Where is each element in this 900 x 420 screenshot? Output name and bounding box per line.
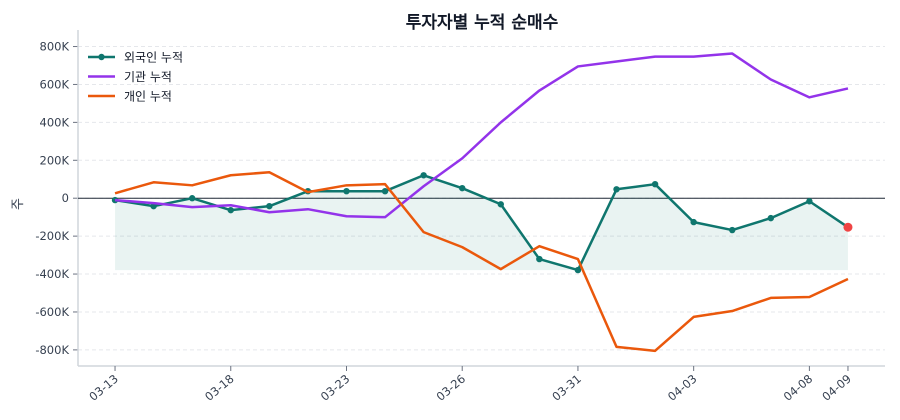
data-point [729,226,736,234]
x-tick-label: 04-09 [819,372,854,404]
data-point [188,195,196,202]
y-tick-label: -600K [35,305,69,319]
y-tick-label: -400K [35,267,69,281]
legend-marker [98,53,105,61]
data-point [420,172,427,179]
chart-title: 투자자별 누적 순매수 [406,13,559,33]
y-axis-label: 주 [11,198,26,210]
x-tick-label: 03-18 [202,372,237,404]
y-tick-label: -800K [35,343,69,357]
x-tick-label: 03-13 [86,372,121,404]
x-tick-label: 04-03 [665,372,700,404]
data-point [690,218,697,226]
data-point [806,198,813,205]
y-tick-label: 0 [62,191,69,205]
y-tick-label: 400K [40,115,70,129]
y-tick-label: 600K [40,77,70,91]
data-point [536,255,543,263]
x-tick-label: 03-31 [549,372,584,404]
series-line-1 [114,52,849,219]
x-tick-label: 03-26 [434,372,469,404]
series-line-0 [114,174,849,272]
legend-label: 기관 누적 [124,70,172,84]
x-tick-label: 04-08 [781,372,816,404]
data-point [651,180,659,188]
last-point-marker [843,222,853,232]
y-tick-label: 800K [40,40,70,54]
data-point [767,214,775,222]
y-tick-label: 200K [40,153,70,167]
series-fill-0 [115,175,848,271]
series-line-2 [114,170,849,353]
data-point [266,202,273,210]
y-tick-label: -200K [35,229,69,243]
data-point [343,187,350,195]
data-point [459,184,466,192]
data-point [574,266,582,274]
data-point [497,201,504,208]
data-point [613,186,620,193]
x-tick-label: 03-23 [318,372,353,404]
data-point [227,206,234,214]
legend-label: 개인 누적 [124,90,172,104]
data-point [381,187,389,195]
legend-label: 외국인 누적 [124,51,183,65]
data-point [150,202,157,210]
